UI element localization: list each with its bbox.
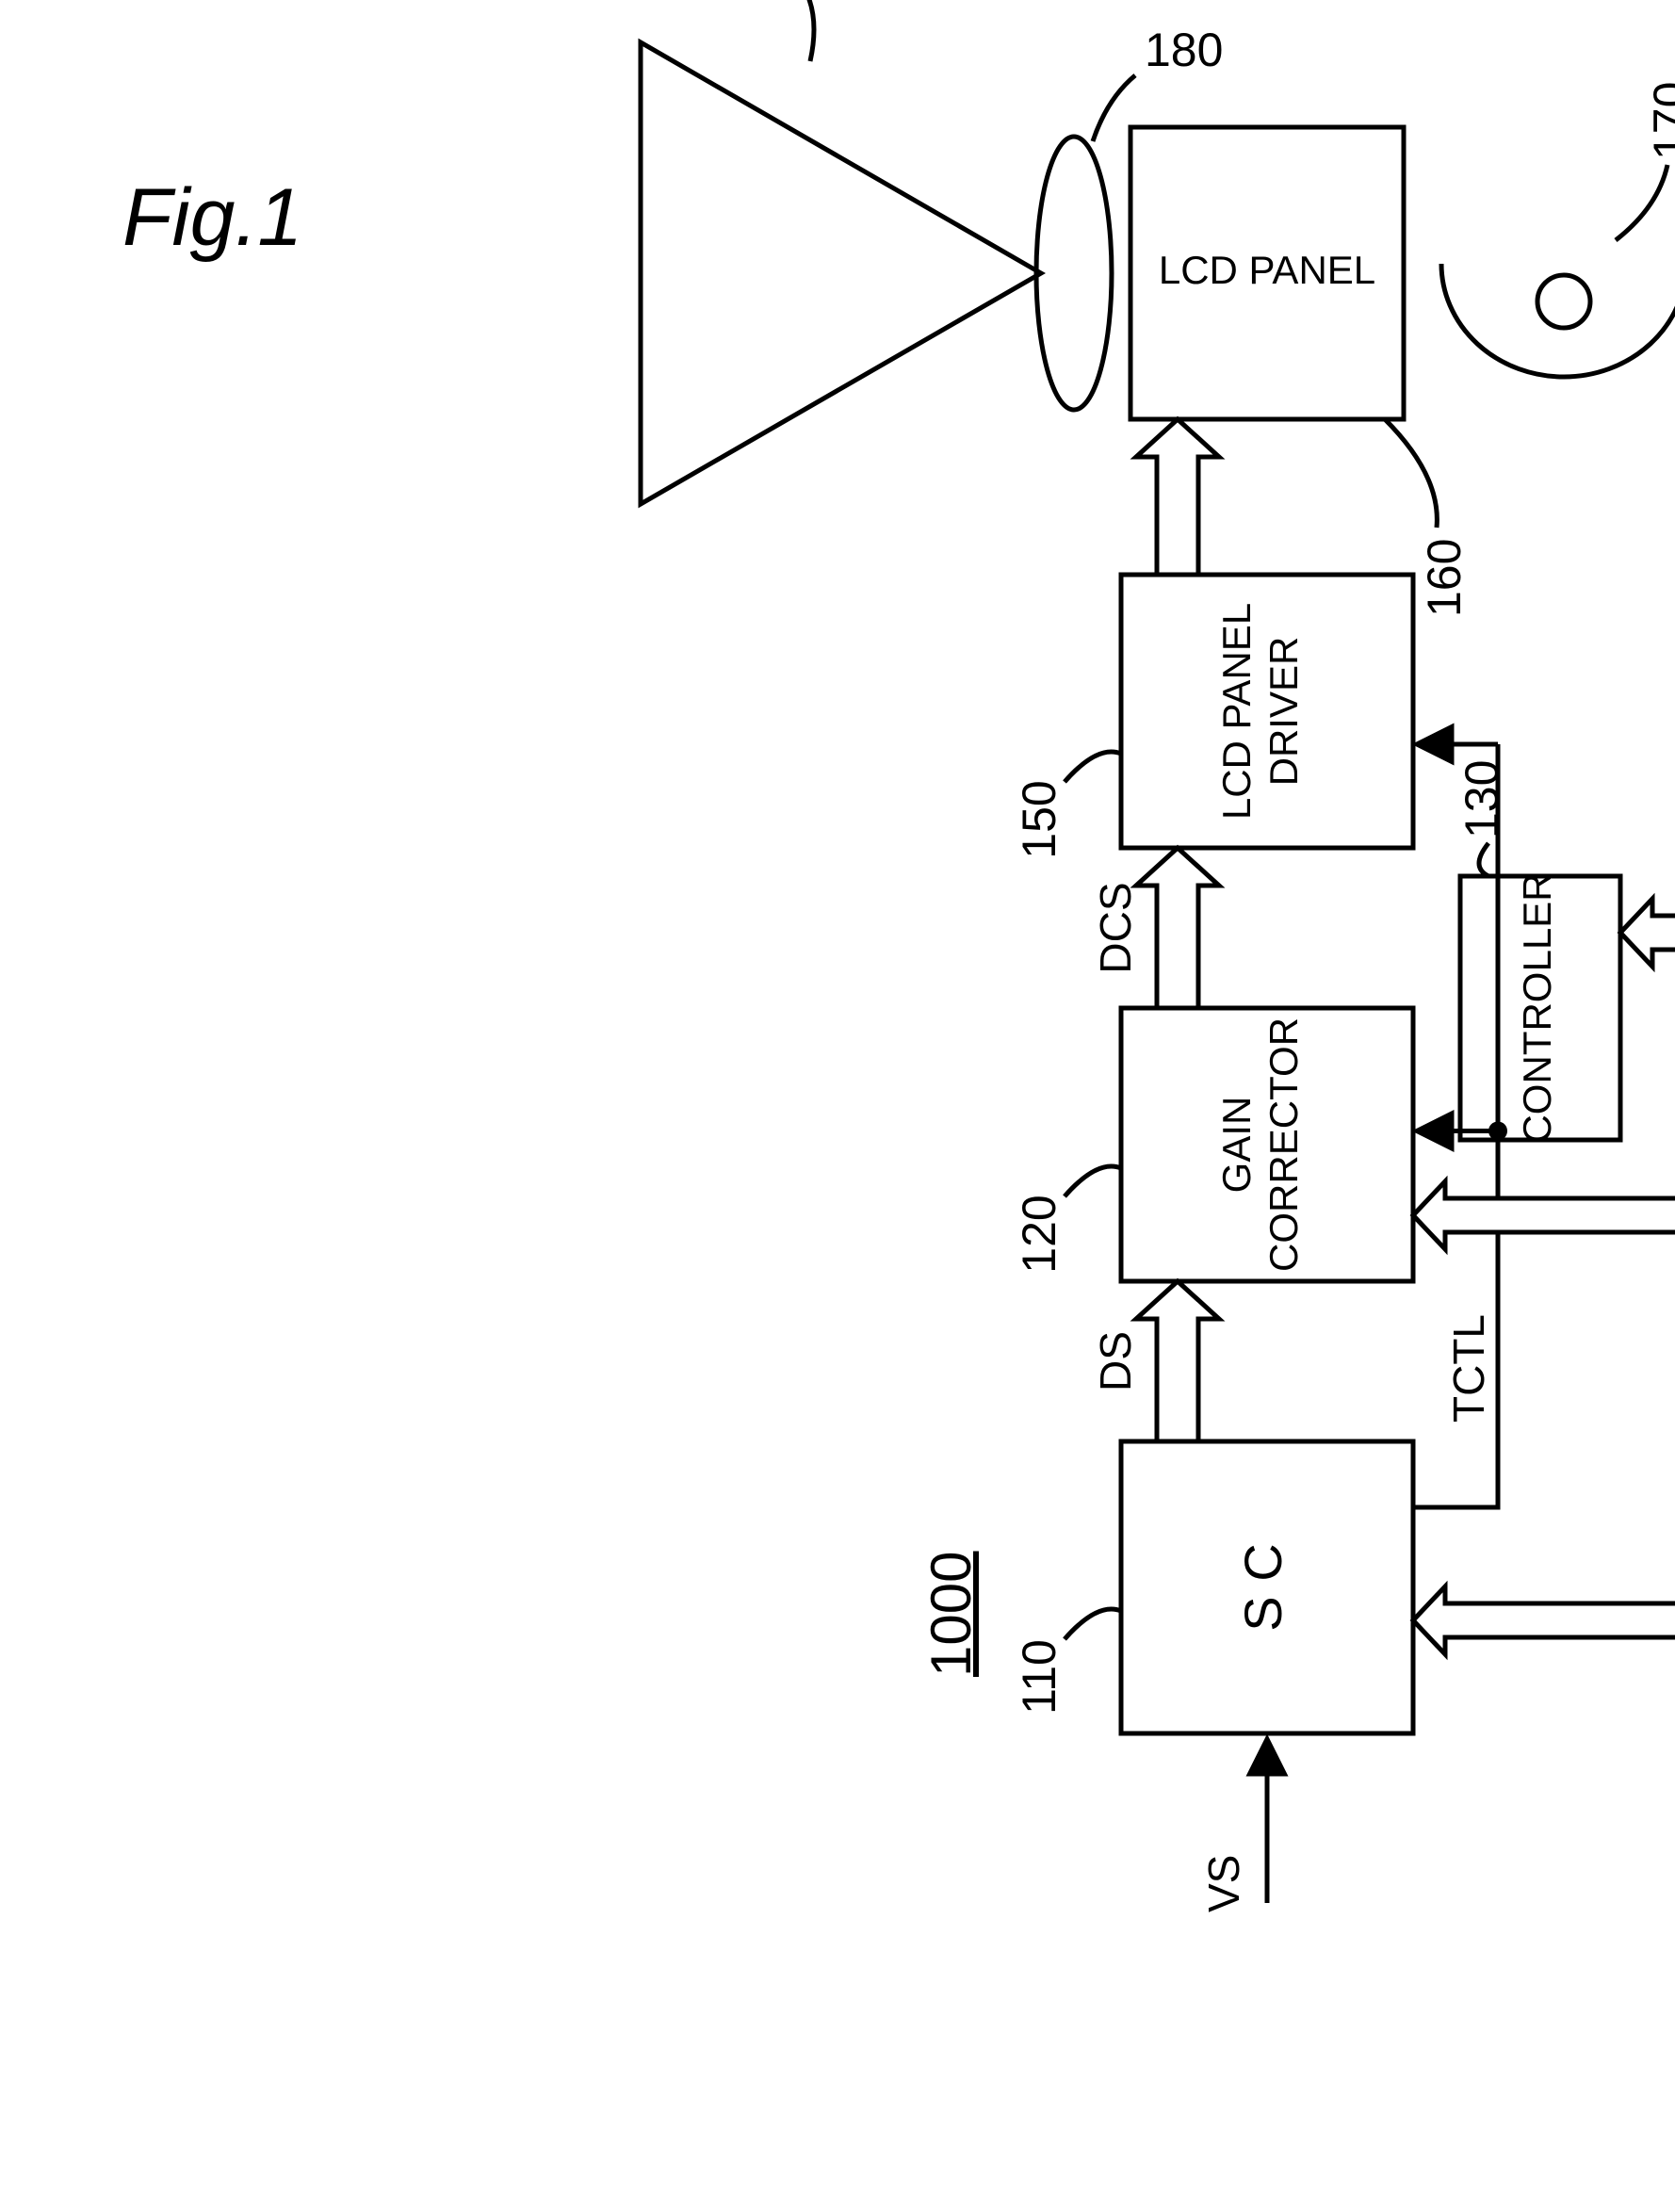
lamp-id: 170 xyxy=(1644,82,1675,160)
dcs-arrow xyxy=(1136,848,1219,1008)
gain-id: 120 xyxy=(1013,1195,1065,1273)
block-controller: CONTROLLER xyxy=(1460,872,1620,1143)
lcd-panel-id: 160 xyxy=(1418,539,1471,617)
bus-stub-sc xyxy=(1413,1586,1675,1654)
block-sc: S C xyxy=(1121,1441,1413,1733)
controller-label: CONTROLLER xyxy=(1515,872,1559,1143)
projection-cone-icon xyxy=(641,42,1041,504)
sc-id-leader xyxy=(1065,1609,1121,1639)
block-lcd-panel: LCD PANEL xyxy=(1130,127,1404,419)
driver-to-panel-arrow xyxy=(1136,419,1219,575)
lens-icon xyxy=(1036,137,1112,410)
lens-id: 180 xyxy=(1145,24,1223,76)
block-gain-corrector: GAIN CORRECTOR xyxy=(1121,1008,1413,1281)
driver-label-2: DRIVER xyxy=(1261,637,1306,787)
controller-id-leader xyxy=(1479,843,1488,876)
ds-label: DS xyxy=(1091,1331,1140,1391)
block-lcd-driver: LCD PANEL DRIVER xyxy=(1121,575,1413,848)
dcs-label: DCS xyxy=(1091,882,1140,973)
gain-label-2: CORRECTOR xyxy=(1261,1017,1306,1272)
controller-id: 130 xyxy=(1455,760,1508,838)
lamp-icon xyxy=(1441,264,1675,377)
gain-id-leader xyxy=(1065,1166,1121,1196)
ds-arrow xyxy=(1136,1281,1219,1441)
driver-id-leader xyxy=(1065,752,1121,782)
vs-label: VS xyxy=(1199,1855,1248,1912)
optics-group: 180 SR xyxy=(641,0,1223,504)
bus-stub-controller xyxy=(1620,899,1675,967)
driver-id: 150 xyxy=(1013,780,1065,858)
lcd-panel-id-leader xyxy=(1385,419,1437,528)
bus-stub-gain xyxy=(1413,1181,1675,1249)
system-number: 1000 xyxy=(919,1552,983,1677)
lcd-panel-label: LCD PANEL xyxy=(1159,248,1375,292)
sc-id: 110 xyxy=(1013,1639,1065,1715)
sc-label: S C xyxy=(1233,1543,1293,1631)
tctl-label: TCTL xyxy=(1444,1314,1493,1423)
figure-title: Fig.1 xyxy=(122,172,302,263)
sr-leader xyxy=(805,0,814,61)
lamp-id-leader xyxy=(1616,165,1667,240)
driver-label-1: LCD PANEL xyxy=(1214,603,1259,820)
gain-label-1: GAIN xyxy=(1214,1097,1259,1194)
